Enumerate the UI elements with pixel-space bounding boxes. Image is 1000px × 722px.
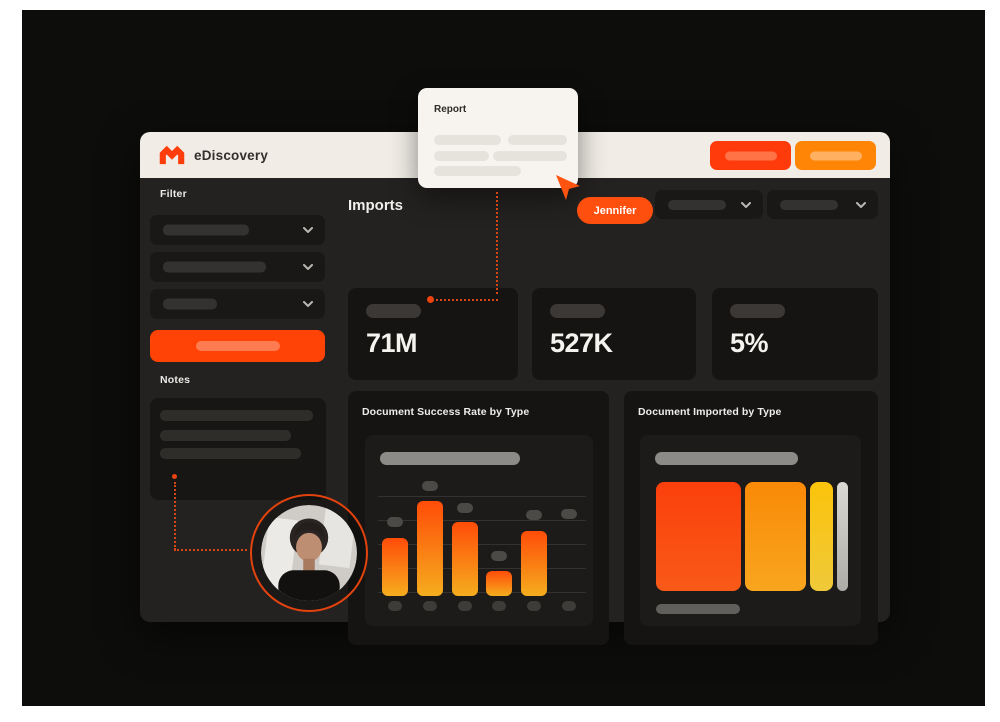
filter-dropdown-1[interactable]	[150, 215, 325, 245]
note-line-placeholder	[160, 430, 291, 441]
report-title: Report	[434, 104, 467, 115]
button-label-placeholder	[724, 151, 777, 160]
stat-label-placeholder	[366, 304, 421, 318]
dark-canvas: eDiscovery Filter	[22, 10, 985, 706]
imported-blocks	[656, 482, 848, 591]
chevron-down-icon	[303, 301, 313, 307]
brand-logo-icon	[159, 145, 185, 165]
connector-report-horizontal	[436, 299, 498, 301]
gridline	[378, 544, 586, 546]
imported-chart-panel	[640, 435, 861, 626]
toolbar-dropdown-1[interactable]	[655, 190, 763, 219]
apply-filter-button[interactable]	[150, 330, 325, 362]
button-label-placeholder	[195, 341, 280, 351]
collab-cursor-label: Jennifer	[577, 197, 653, 224]
page-title: Imports	[348, 197, 404, 214]
avatar-photo-illustration	[261, 505, 357, 601]
chart-bar	[521, 531, 547, 596]
chart-marker-dot	[422, 480, 438, 491]
gridline	[378, 495, 586, 497]
connector-avatar-horizontal	[174, 549, 247, 551]
note-line-placeholder	[160, 410, 313, 421]
filter-section-label: Filter	[160, 188, 187, 200]
collab-cursor-icon	[556, 175, 580, 200]
chevron-down-icon	[303, 227, 313, 233]
avatar	[261, 505, 357, 601]
note-line-placeholder	[160, 448, 301, 459]
chart-bar	[451, 521, 478, 596]
header-secondary-button[interactable]	[795, 141, 876, 170]
chart-marker-dot	[491, 550, 508, 561]
chart-legend-placeholder	[380, 452, 520, 465]
stat-label-placeholder	[550, 304, 605, 318]
chevron-down-icon	[741, 201, 751, 208]
chart-marker-dot	[456, 502, 473, 513]
connector-dot	[427, 296, 434, 303]
stat-label-placeholder	[730, 304, 785, 318]
notes-section-label: Notes	[160, 374, 191, 386]
imported-segment	[836, 482, 848, 591]
dropdown-value-placeholder	[163, 261, 266, 273]
chart-footer-placeholder	[656, 604, 740, 614]
dropdown-value-placeholder	[163, 224, 249, 236]
button-label-placeholder	[809, 151, 862, 160]
axis-dot	[378, 600, 413, 612]
gridline	[378, 520, 586, 521]
connector-dot	[172, 474, 177, 479]
chart-bar	[417, 501, 443, 596]
success-rate-plot	[378, 466, 586, 596]
success-rate-chart-panel	[365, 435, 593, 626]
chart-title: Document Imported by Type	[638, 406, 782, 418]
chart-marker-dot	[560, 509, 577, 520]
success-rate-chart-card: Document Success Rate by Type	[348, 391, 609, 645]
sidebar: Filter N	[140, 178, 340, 622]
filter-dropdown-2[interactable]	[150, 252, 325, 282]
notes-card	[150, 398, 326, 500]
stat-card-error-rate: 5%	[712, 288, 878, 380]
chevron-down-icon	[856, 201, 866, 208]
dropdown-value-placeholder	[668, 199, 726, 210]
axis-dot	[413, 600, 448, 612]
stat-value: 5%	[730, 328, 769, 358]
stat-card-total-documents: 71M	[348, 288, 518, 380]
report-line-placeholder	[508, 135, 567, 145]
report-line-placeholder	[434, 135, 501, 145]
stat-card-imported: 527K	[532, 288, 696, 380]
collaborator-name: Jennifer	[593, 204, 637, 217]
x-axis-label-dots	[378, 600, 586, 612]
filter-dropdown-3[interactable]	[150, 289, 325, 319]
connector-avatar-vertical	[174, 482, 176, 550]
gridline	[378, 567, 586, 569]
report-tooltip-card: Report	[418, 88, 578, 188]
chevron-down-icon	[303, 264, 313, 270]
dropdown-value-placeholder	[780, 199, 838, 210]
stat-value: 527K	[550, 328, 613, 358]
report-line-placeholder	[434, 151, 489, 161]
imported-chart-card: Document Imported by Type	[624, 391, 878, 645]
imported-segment	[745, 482, 806, 591]
chart-marker-dot	[387, 516, 404, 527]
header-primary-button[interactable]	[710, 141, 791, 170]
stat-value: 71M	[366, 328, 418, 358]
axis-dot	[447, 600, 482, 612]
chart-bar	[486, 571, 513, 596]
connector-report-vertical	[496, 192, 498, 294]
chart-marker-dot	[526, 510, 542, 521]
report-line-placeholder	[434, 166, 521, 176]
report-line-placeholder	[493, 151, 567, 161]
axis-dot	[551, 600, 586, 612]
gridline	[378, 592, 586, 594]
brand-name: eDiscovery	[194, 148, 269, 163]
main-content: Imports 71M	[348, 178, 890, 645]
dropdown-value-placeholder	[163, 298, 217, 310]
imported-segment	[656, 482, 742, 591]
axis-dot	[482, 600, 517, 612]
axis-dot	[517, 600, 552, 612]
toolbar-dropdown-2[interactable]	[767, 190, 878, 219]
chart-bar	[382, 537, 409, 596]
chart-title: Document Success Rate by Type	[362, 406, 530, 418]
chart-legend-placeholder	[655, 452, 798, 465]
imported-segment	[809, 482, 833, 591]
